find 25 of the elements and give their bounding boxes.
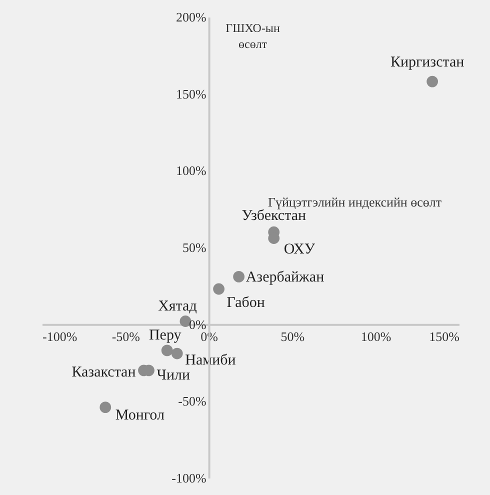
x-axis-title: Гүйцэтгэлийн индексийн өсөлт	[268, 194, 442, 210]
y-tick-label: 200%	[176, 10, 206, 24]
annotation: Казакстан	[72, 364, 136, 380]
annotation: Узбекстан	[242, 208, 306, 224]
annotation: ОХУ	[284, 241, 316, 258]
y-tick-label: 100%	[176, 163, 206, 178]
y-tick-label: 0%	[188, 316, 206, 332]
y-tick-label: 150%	[176, 86, 206, 102]
x-tick-label: -100%	[42, 328, 78, 344]
x-tick-label: 50%	[280, 328, 305, 344]
x-tick-label: -50%	[112, 328, 140, 344]
annotation: Габон	[226, 294, 265, 311]
y-tick-label: -50%	[178, 394, 206, 409]
y-tick-label: -100%	[172, 470, 206, 486]
y-tick-label: 50%	[182, 240, 206, 255]
y-axis-title: ГШХО-ын өсөлт	[226, 21, 280, 51]
annotation: Азербайжан	[246, 270, 324, 286]
annotation: Намиби	[185, 352, 236, 369]
x-tick-label: 150%	[429, 328, 460, 344]
annotation: Киргизстан	[390, 54, 464, 71]
annotation: Монгол	[115, 407, 165, 424]
annotation: Перу	[148, 327, 182, 344]
annotation: Хятад	[158, 298, 198, 314]
annotation: Чили	[156, 367, 190, 384]
x-tick-label: 100%	[360, 328, 392, 344]
